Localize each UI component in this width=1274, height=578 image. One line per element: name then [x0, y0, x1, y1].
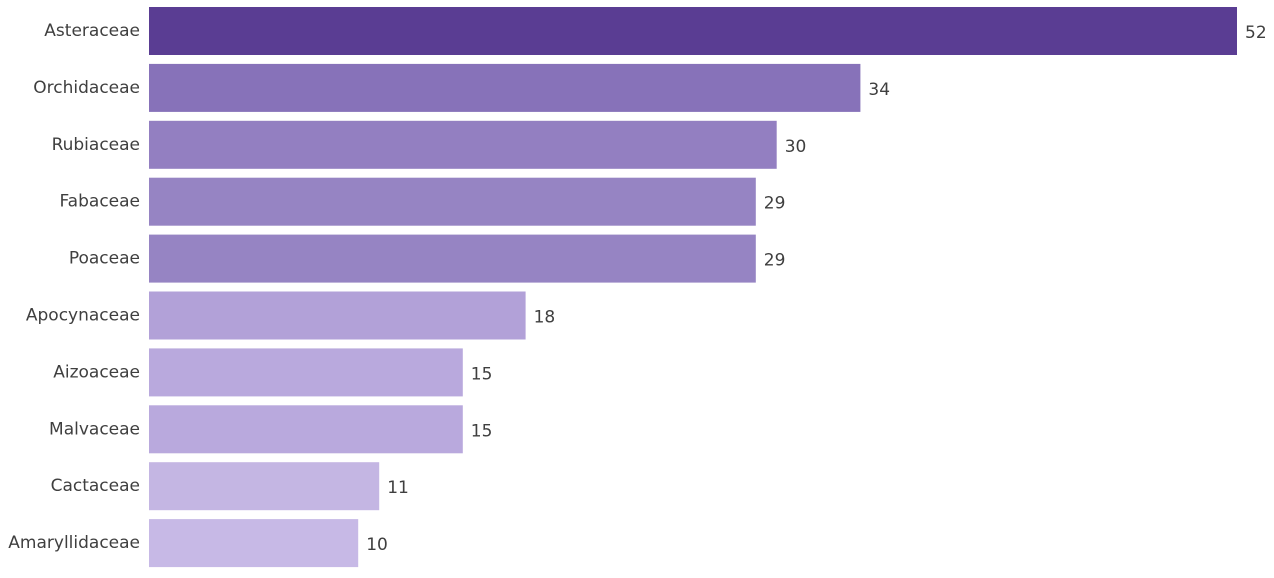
category-labels: Asteraceae Orchidaceae Rubiaceae Fabaceae Po…: [8, 21, 140, 553]
bar-aizoaceae: [149, 348, 463, 397]
value-label-aizoaceae: 15: [471, 364, 493, 384]
bar-cactaceae: [149, 462, 380, 511]
category-label-fabaceae: Fabaceae: [59, 192, 140, 212]
category-label-aizoaceae: Aizoaceae: [53, 362, 140, 382]
category-label-malvaceae: Malvaceae: [49, 419, 140, 439]
value-label-apocynaceae: 18: [534, 308, 556, 328]
value-label-poaceae: 29: [764, 251, 786, 271]
category-label-orchidaceae: Orchidaceae: [33, 78, 140, 98]
category-label-cactaceae: Cactaceae: [51, 476, 140, 496]
category-label-asteraceae: Asteraceae: [44, 21, 140, 41]
category-label-poaceae: Poaceae: [69, 249, 140, 269]
bars-layer: [149, 7, 1237, 568]
bar-fabaceae: [149, 177, 756, 226]
bar-rubiaceae: [149, 120, 777, 169]
bar-amaryllidaceae: [149, 519, 359, 568]
value-label-rubiaceae: 30: [785, 137, 807, 157]
value-labels: 52 34 30 29 29 18 15 15 11 10: [366, 23, 1266, 555]
value-label-orchidaceae: 34: [868, 80, 890, 100]
category-label-amaryllidaceae: Amaryllidaceae: [8, 533, 140, 553]
value-label-amaryllidaceae: 10: [366, 535, 388, 555]
bar-malvaceae: [149, 405, 463, 454]
bar-apocynaceae: [149, 291, 526, 340]
value-label-malvaceae: 15: [471, 421, 493, 441]
value-label-cactaceae: 11: [387, 478, 409, 498]
value-label-fabaceae: 29: [764, 194, 786, 214]
bar-poaceae: [149, 234, 756, 283]
bar-orchidaceae: [149, 63, 861, 112]
category-label-rubiaceae: Rubiaceae: [52, 135, 140, 155]
value-label-asteraceae: 52: [1245, 23, 1267, 43]
category-label-apocynaceae: Apocynaceae: [26, 306, 140, 326]
bar-asteraceae: [149, 7, 1237, 55]
